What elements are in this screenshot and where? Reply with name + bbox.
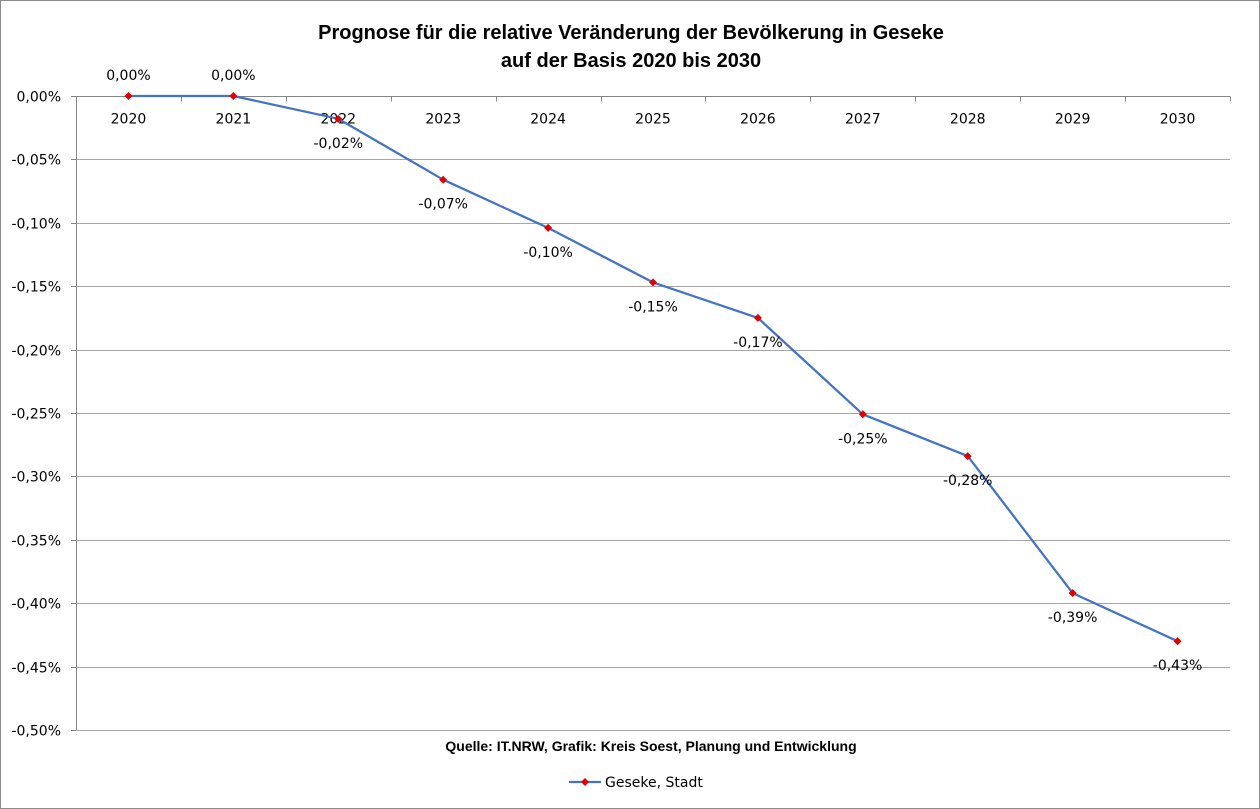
- y-tick-label: -0,25%: [11, 407, 61, 423]
- source-note: Quelle: IT.NRW, Grafik: Kreis Soest, Pla…: [445, 738, 856, 754]
- x-tick-label: 2028: [950, 112, 986, 128]
- gridlines: [76, 159, 1230, 731]
- x-tick-label: 2024: [530, 112, 566, 128]
- axes: 0,00% -0,05% -0,10% -0,15% -0,20% -0,25% -0,30…: [11, 90, 1231, 740]
- legend: Geseke, Stadt: [569, 775, 703, 791]
- chart-title-line-1: Prognose für die relative Veränderung de…: [318, 22, 944, 44]
- data-labels: 0,00% 0,00% -0,02% -0,07% -0,10% -0,15% -0,17%…: [106, 68, 1202, 674]
- data-label: -0,28%: [943, 473, 993, 489]
- series-geseke: [124, 92, 1182, 646]
- legend-series-name: Geseke, Stadt: [605, 775, 703, 791]
- data-label: 0,00%: [106, 68, 150, 84]
- x-tick-label: 2030: [1160, 112, 1196, 128]
- y-tick-label: -0,30%: [11, 470, 61, 486]
- x-tick-label: 2021: [216, 112, 252, 128]
- data-point-marker: [649, 278, 657, 287]
- data-label: -0,15%: [628, 299, 678, 315]
- data-point-marker: [858, 410, 867, 419]
- y-tick-label: -0,50%: [11, 724, 61, 740]
- chart-title-line-2: auf der Basis 2020 bis 2030: [501, 50, 761, 72]
- x-tick-label: 2026: [740, 112, 776, 128]
- legend-marker-swatch: [581, 778, 589, 786]
- x-tick-label: 2025: [635, 112, 671, 128]
- data-label: -0,10%: [523, 245, 573, 261]
- data-point-marker: [334, 114, 343, 123]
- y-tick-label: -0,10%: [11, 217, 61, 233]
- y-tick-label: -0,40%: [11, 597, 61, 613]
- data-label: -0,07%: [418, 197, 468, 213]
- data-label: 0,00%: [211, 68, 255, 84]
- series-line: [128, 94, 1178, 643]
- y-tick-label: -0,35%: [11, 534, 61, 550]
- data-point-marker: [124, 92, 133, 100]
- y-tick-label: -0,15%: [11, 280, 61, 296]
- x-tick-label: 2027: [845, 112, 881, 128]
- x-tick-label: 2023: [425, 112, 461, 128]
- y-tick-label: 0,00%: [17, 90, 61, 106]
- data-point-marker: [753, 313, 762, 322]
- data-label: -0,17%: [733, 335, 783, 351]
- data-point-marker: [544, 223, 553, 232]
- data-point-marker: [963, 452, 972, 461]
- data-point-marker: [1173, 637, 1182, 646]
- y-tick-label: -0,05%: [11, 153, 61, 169]
- data-label: -0,02%: [314, 136, 364, 152]
- data-point-marker: [1068, 589, 1077, 598]
- x-tick-label: 2029: [1055, 112, 1091, 128]
- data-label: -0,25%: [838, 431, 888, 447]
- x-tick-label: 2020: [111, 112, 147, 128]
- data-label: -0,43%: [1153, 658, 1203, 674]
- y-tick-label: -0,20%: [11, 344, 61, 360]
- data-label: -0,39%: [1048, 610, 1098, 626]
- data-point-marker: [229, 92, 238, 100]
- data-point-marker: [439, 175, 448, 184]
- y-tick-label: -0,45%: [11, 661, 61, 677]
